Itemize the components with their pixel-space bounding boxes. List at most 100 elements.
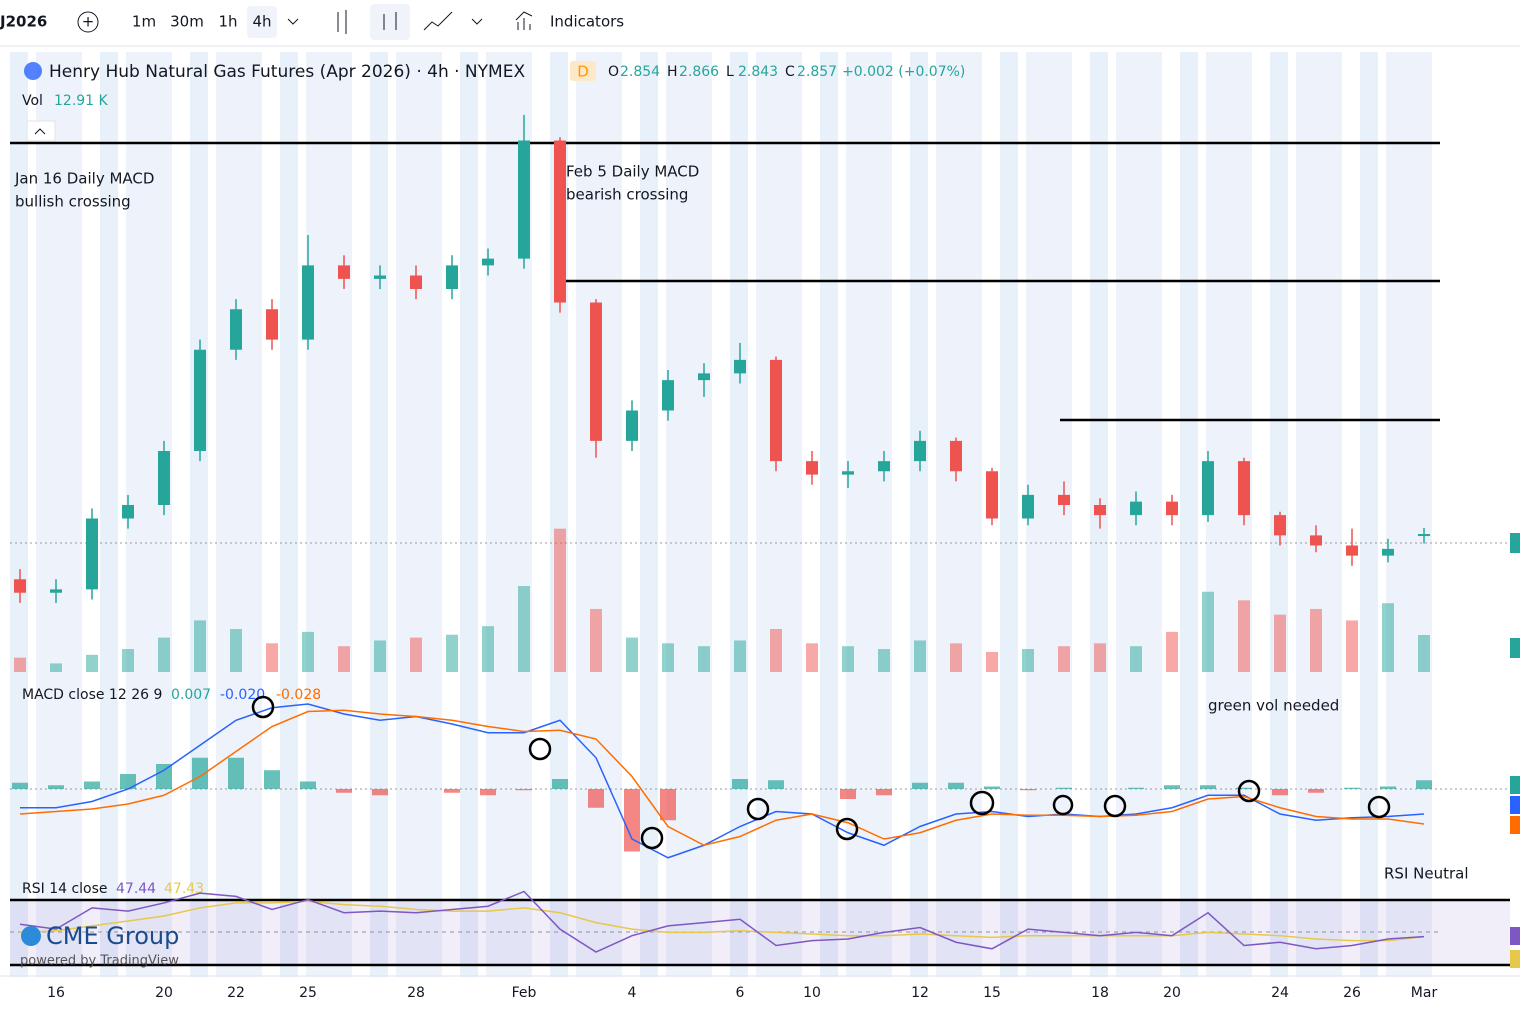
- annotation: Feb 5 Daily MACD: [566, 163, 699, 181]
- candle-body: [986, 471, 998, 519]
- indicators-icon[interactable]: [515, 11, 533, 30]
- volume-bar: [1166, 631, 1178, 672]
- candle-body: [410, 275, 422, 289]
- candle-body: [482, 258, 494, 266]
- candle-body: [1382, 548, 1394, 556]
- volume-bar: [950, 643, 962, 672]
- annotation: green vol needed: [1208, 697, 1339, 715]
- chart-type-icons[interactable]: [337, 10, 397, 34]
- candle-body: [914, 440, 926, 462]
- area-icon[interactable]: [423, 11, 453, 31]
- candle-body: [1058, 494, 1070, 505]
- candle-body: [1346, 545, 1358, 556]
- macd-histogram: [1308, 789, 1324, 793]
- ohlc-value: 2.857: [797, 64, 837, 80]
- volume-bar: [338, 646, 350, 672]
- ohlc-key: O: [608, 64, 619, 80]
- macd-histogram: [984, 786, 1000, 789]
- macd-histogram: [1020, 789, 1036, 791]
- ohlc-legend: O 2.854 H 2.866 L 2.843 C 2.857 +0.002 (+0.07%): [608, 64, 965, 80]
- volume-marker: [1510, 638, 1520, 658]
- candle-body: [446, 265, 458, 289]
- x-tick-label: 26: [1343, 985, 1361, 1001]
- macd-histogram: [48, 785, 64, 789]
- volume-bar: [590, 608, 602, 672]
- volume-bar: [734, 640, 746, 672]
- ohlc-key: C: [785, 64, 795, 80]
- volume-bar: [1022, 649, 1034, 672]
- candle-body: [950, 440, 962, 472]
- x-tick-label: 12: [911, 985, 929, 1001]
- volume-bar: [1418, 634, 1430, 672]
- candle-body: [842, 471, 854, 475]
- rsi-marker: [1510, 927, 1520, 945]
- macd-histogram: [120, 774, 136, 789]
- symbol-logo: [24, 62, 42, 80]
- volume-bar: [806, 643, 818, 672]
- interval[interactable]: 1m: [132, 13, 156, 31]
- candle-body: [626, 410, 638, 441]
- volume-bar: [770, 629, 782, 672]
- volume-bar: [482, 626, 494, 672]
- annotation: bullish crossing: [15, 193, 131, 211]
- macd-histogram: [300, 781, 316, 789]
- candle-body: [1238, 461, 1250, 516]
- x-tick-label: 20: [155, 985, 173, 1001]
- rsi-band: [10, 900, 1510, 965]
- volume-bar: [14, 657, 26, 672]
- macd-histogram: [1128, 787, 1144, 789]
- dropdown[interactable]: [471, 18, 483, 25]
- volume-bar: [1346, 620, 1358, 672]
- macd-histogram: [372, 789, 388, 796]
- add-icon: +: [82, 13, 95, 31]
- macd-histogram: [336, 789, 352, 793]
- macd-histogram: [1380, 786, 1396, 789]
- candle-body: [194, 349, 206, 451]
- volume-bar: [302, 631, 314, 672]
- dropdown[interactable]: [287, 18, 299, 25]
- macd-histogram: [1164, 785, 1180, 789]
- macd-histogram: [1236, 787, 1252, 789]
- macd-histogram: [876, 789, 892, 796]
- volume-bar: [518, 586, 530, 672]
- candle-body: [554, 140, 566, 303]
- volume-bar: [626, 637, 638, 672]
- interval[interactable]: 1h: [218, 13, 237, 31]
- macd-histogram: [12, 782, 28, 789]
- macd-histogram: [1272, 789, 1288, 796]
- add-symbol[interactable]: [77, 11, 99, 33]
- volume-value: 12.91 K: [54, 93, 109, 109]
- x-tick-label: 16: [47, 985, 65, 1001]
- volume-bar: [986, 651, 998, 672]
- candle-body: [14, 579, 26, 593]
- interval-active: [247, 6, 277, 38]
- macd-value: -0.020: [220, 687, 265, 703]
- candle-body: [1166, 501, 1178, 516]
- volume-bar: [1202, 591, 1214, 672]
- symbol[interactable]: J2026: [0, 13, 47, 31]
- candle-body: [1310, 535, 1322, 546]
- x-tick-label: 28: [407, 985, 425, 1001]
- interval[interactable]: 30m: [170, 13, 204, 31]
- indicators-button[interactable]: Indicators: [550, 13, 624, 31]
- candle-body: [122, 505, 134, 519]
- volume-bar: [50, 663, 62, 672]
- macd-marker: [1510, 796, 1520, 814]
- collapse-button[interactable]: [26, 120, 56, 142]
- chart-type-active[interactable]: [370, 4, 410, 40]
- macd-histogram: [624, 789, 640, 852]
- candle-body: [1022, 494, 1034, 519]
- candle-body: [518, 140, 530, 259]
- candle-body: [1202, 461, 1214, 516]
- macd-hist-value: 0.007: [171, 687, 211, 703]
- macd-histogram: [840, 789, 856, 799]
- candle-body: [302, 265, 314, 340]
- interval[interactable]: 4h: [252, 13, 271, 31]
- candle-body: [266, 309, 278, 340]
- candle-body: [1418, 534, 1430, 537]
- x-tick-label: 20: [1163, 985, 1181, 1001]
- signal-line: [19, 709, 1425, 847]
- volume-bar: [1130, 646, 1142, 672]
- volume-bar: [698, 646, 710, 672]
